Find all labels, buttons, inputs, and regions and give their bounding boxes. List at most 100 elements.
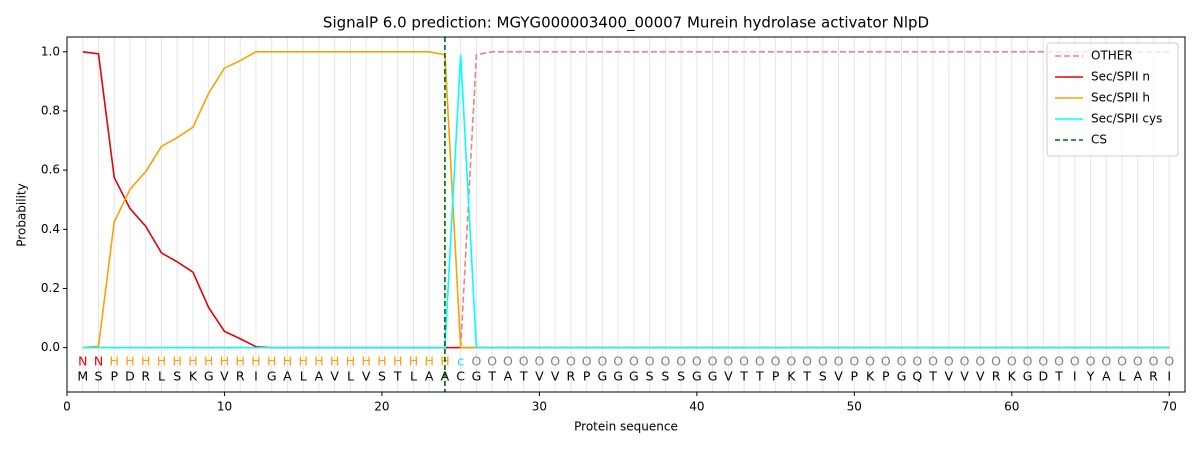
residue-label: O	[708, 354, 718, 369]
residue-label: H	[393, 354, 402, 369]
plot-frame	[66, 36, 1186, 393]
residue-label: O	[1133, 354, 1143, 369]
residue: V	[330, 369, 339, 384]
residue-label: H	[204, 354, 213, 369]
residue: V	[220, 369, 229, 384]
residue-label: H	[188, 354, 197, 369]
residue-label: O	[818, 354, 828, 369]
residue: Y	[1086, 369, 1095, 384]
residue: R	[567, 369, 576, 384]
y-tick-label: 0.2	[41, 281, 60, 295]
residue: V	[834, 369, 843, 384]
x-tick-label: 0	[63, 400, 71, 414]
residue-label: O	[865, 354, 875, 369]
residue: T	[755, 369, 764, 384]
residue-label: O	[1101, 354, 1111, 369]
x-tick-label: 50	[847, 400, 862, 414]
x-tick-label: 30	[532, 400, 547, 414]
residue: T	[802, 369, 811, 384]
residue-label: O	[1149, 354, 1159, 369]
residue-label: O	[613, 354, 623, 369]
residue: T	[928, 369, 937, 384]
residue: P	[583, 369, 591, 384]
residue-label: H	[330, 354, 339, 369]
residue: K	[866, 369, 875, 384]
residue-label: O	[519, 354, 529, 369]
residue-label: H	[267, 354, 276, 369]
series-line	[82, 50, 1170, 349]
residue-label: H	[141, 354, 150, 369]
residue-label: O	[1023, 354, 1033, 369]
residue-label: H	[298, 354, 307, 369]
residue: A	[425, 369, 434, 384]
residue: T	[1054, 369, 1063, 384]
residue: P	[851, 369, 859, 384]
residue: A	[315, 369, 324, 384]
residue: G	[692, 369, 702, 384]
residue-label: H	[125, 354, 134, 369]
residue-label: O	[944, 354, 954, 369]
x-tick-label: 70	[1162, 400, 1177, 414]
y-axis-label: Probability	[15, 183, 29, 246]
legend-label: Sec/SPII h	[1091, 91, 1150, 105]
residue-label: O	[660, 354, 670, 369]
residue-label: O	[550, 354, 560, 369]
residue: V	[945, 369, 954, 384]
legend: OTHER Sec/SPII n Sec/SPII h Sec/SPII cys CS	[1046, 42, 1179, 157]
residue-label: O	[897, 354, 907, 369]
series-line	[82, 50, 1170, 349]
residue: G	[267, 369, 277, 384]
residue-label: H	[424, 354, 433, 369]
residue: D	[1038, 369, 1048, 384]
residue: T	[487, 369, 496, 384]
residue: I	[254, 369, 258, 384]
residue-label: H	[361, 354, 370, 369]
residue: C	[456, 369, 465, 384]
residue-label: H	[314, 354, 323, 369]
residue-label: H	[251, 354, 260, 369]
residue-label: O	[1070, 354, 1080, 369]
residue-label: O	[771, 354, 781, 369]
residue: K	[787, 369, 796, 384]
residue: S	[378, 369, 386, 384]
residue-label: O	[1054, 354, 1064, 369]
residue: G	[629, 369, 639, 384]
residue-label: O	[912, 354, 922, 369]
x-tick-label: 60	[1004, 400, 1019, 414]
residue: A	[1102, 369, 1111, 384]
residue-label: O	[487, 354, 497, 369]
residue: K	[1008, 369, 1017, 384]
residue-label: O	[1164, 354, 1174, 369]
residue-label: O	[723, 354, 733, 369]
residue-label: O	[1117, 354, 1127, 369]
y-tick-label: 0.0	[41, 340, 60, 354]
residue: R	[141, 369, 150, 384]
x-tick-label: 10	[217, 400, 232, 414]
y-tick-label: 0.6	[41, 163, 60, 177]
residue-label: H	[377, 354, 386, 369]
residue-label: H	[236, 354, 245, 369]
residue: S	[173, 369, 181, 384]
residue-label: O	[676, 354, 686, 369]
residue-label: H	[283, 354, 292, 369]
residue-label: O	[1007, 354, 1017, 369]
y-tick-label: 0.4	[41, 222, 60, 236]
residue: L	[1119, 369, 1126, 384]
residue: G	[897, 369, 907, 384]
residue: V	[724, 369, 733, 384]
residue-label: N	[78, 354, 87, 369]
residue: Q	[912, 369, 922, 384]
residue-label: c	[457, 354, 464, 369]
residue: P	[110, 369, 118, 384]
residue-label: O	[534, 354, 544, 369]
residue-label: O	[928, 354, 938, 369]
y-tick-label: 1.0	[41, 44, 60, 58]
residue-label: O	[975, 354, 985, 369]
residue-label: H	[173, 354, 182, 369]
x-axis-label: Protein sequence	[574, 420, 678, 434]
residue: P	[882, 369, 890, 384]
residue: M	[77, 369, 88, 384]
residue: D	[125, 369, 135, 384]
residue: T	[739, 369, 748, 384]
residue-label: O	[503, 354, 513, 369]
